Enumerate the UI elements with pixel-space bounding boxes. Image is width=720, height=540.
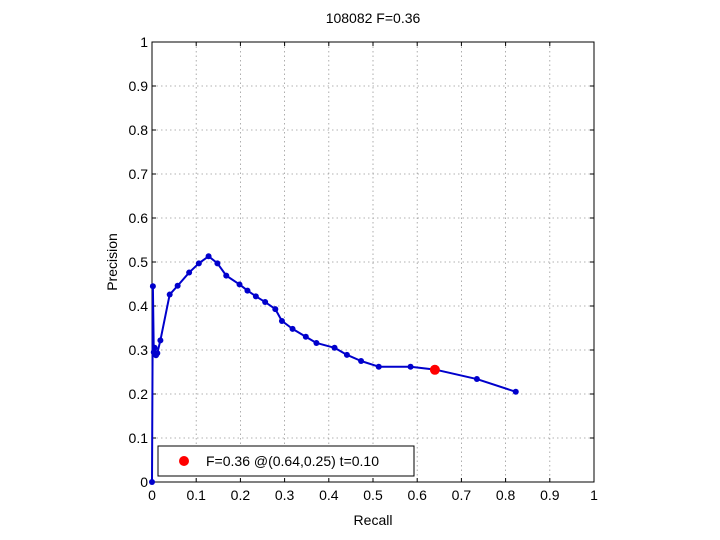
- data-point: [195, 260, 202, 267]
- x-tick-label: 0.1: [186, 487, 206, 503]
- data-point: [375, 363, 382, 370]
- series-layer: [149, 253, 519, 485]
- data-point: [149, 283, 156, 290]
- data-point: [331, 344, 338, 351]
- plot-area-frame: [151, 41, 595, 483]
- legend: F=0.36 @(0.64,0.25) t=0.10: [157, 445, 415, 477]
- data-point: [272, 306, 279, 313]
- y-tick-label: 0.9: [129, 78, 149, 94]
- data-point: [252, 293, 259, 300]
- data-point: [149, 479, 155, 485]
- chart-title: 108082 F=0.36: [326, 10, 421, 26]
- y-tick-label: 0.5: [129, 254, 149, 270]
- data-point: [223, 272, 230, 279]
- y-tick-label: 1: [140, 34, 148, 50]
- data-point: [244, 287, 251, 294]
- data-point: [157, 337, 164, 344]
- y-tick-label: 0.4: [129, 298, 149, 314]
- data-point: [150, 349, 157, 356]
- data-point: [174, 282, 181, 289]
- axis-ticks: 0 0.1 0.2 0.3 0.4 0.5 0.6 0.7 0.8 0.9 1 0 0.1 0.2 0.3 0…: [129, 34, 599, 503]
- y-tick-label: 0.1: [129, 430, 149, 446]
- x-tick-label: 0.3: [275, 487, 295, 503]
- x-tick-label: 0.6: [407, 487, 427, 503]
- legend-box: [157, 445, 415, 477]
- data-point: [278, 317, 285, 324]
- grid-lines: [152, 42, 594, 482]
- x-tick-label: 0.2: [231, 487, 251, 503]
- y-axis-label: Precision: [104, 233, 120, 291]
- data-point: [214, 260, 221, 267]
- data-point: [186, 269, 193, 276]
- best-f-point: [429, 364, 440, 375]
- data-point: [236, 281, 243, 288]
- x-tick-label: 0: [148, 487, 156, 503]
- data-point: [262, 299, 269, 306]
- y-tick-label: 0.3: [129, 342, 149, 358]
- data-point: [166, 291, 173, 298]
- data-point: [358, 358, 365, 364]
- data-point: [313, 339, 320, 346]
- legend-marker: [179, 456, 189, 466]
- y-tick-label: 0.8: [129, 122, 149, 138]
- data-point: [407, 363, 414, 370]
- data-point: [473, 376, 480, 383]
- x-tick-label: 0.7: [452, 487, 472, 503]
- y-tick-label: 0.7: [129, 166, 149, 182]
- data-point: [302, 333, 309, 340]
- x-tick-label: 0.9: [540, 487, 560, 503]
- x-tick-label: 1: [590, 487, 598, 503]
- y-tick-label: 0: [140, 474, 148, 490]
- y-tick-label: 0.2: [129, 386, 149, 402]
- y-tick-label: 0.6: [129, 210, 149, 226]
- data-point: [343, 351, 350, 358]
- legend-label: F=0.36 @(0.64,0.25) t=0.10: [206, 453, 379, 469]
- x-tick-label: 0.5: [363, 487, 383, 503]
- x-tick-label: 0.8: [496, 487, 516, 503]
- data-point: [289, 325, 296, 332]
- x-tick-label: 0.4: [319, 487, 339, 503]
- data-point: [205, 253, 212, 260]
- data-point: [512, 388, 519, 395]
- x-axis-label: Recall: [354, 512, 393, 528]
